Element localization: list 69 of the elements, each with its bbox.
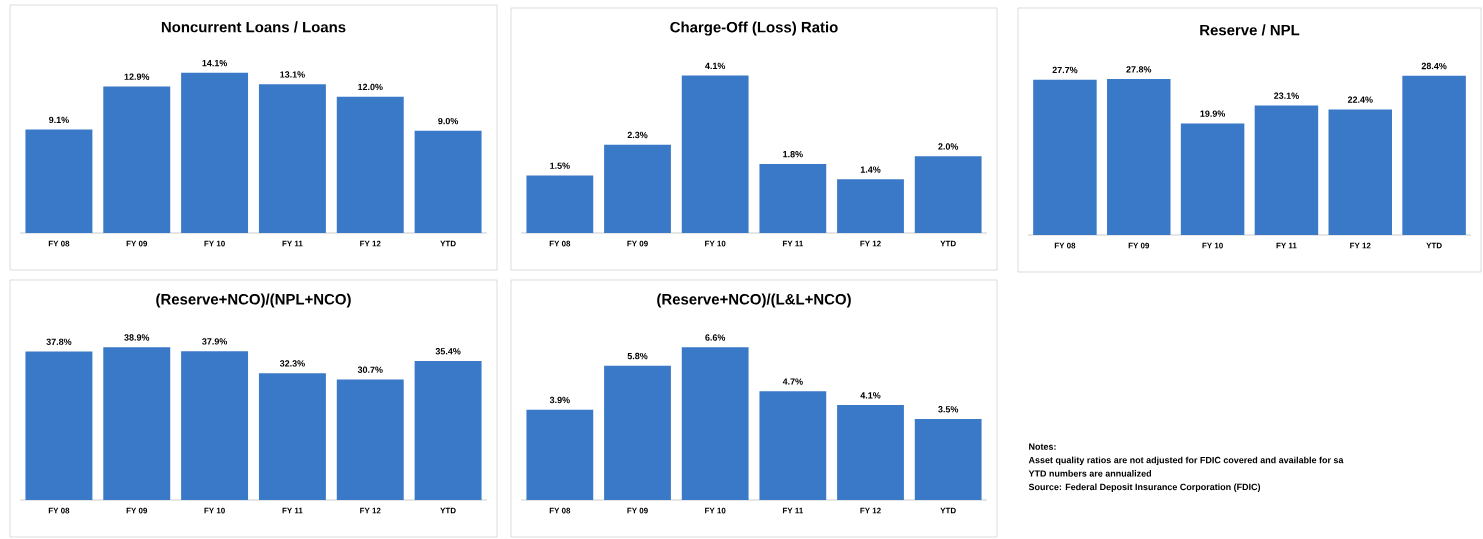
data-label: 4.1% xyxy=(705,62,726,70)
bar xyxy=(336,379,404,500)
text: Notes: xyxy=(1029,443,1056,450)
data-label: 4.1% xyxy=(860,392,881,399)
chart-title: Reserve / NPL xyxy=(1200,24,1300,36)
data-label: 27.7% xyxy=(1052,66,1078,74)
bar xyxy=(181,351,249,500)
chart-title: (Reserve+NCO)/(L&L+NCO) xyxy=(657,293,851,308)
data-label: 3.5% xyxy=(938,406,959,413)
data-label: 22.4% xyxy=(1347,96,1373,103)
chart-title: Noncurrent Loans / Loans xyxy=(161,21,346,33)
data-label: 1.4% xyxy=(860,166,881,173)
data-label: 12.9% xyxy=(124,73,150,80)
data-label: 35.4% xyxy=(435,348,461,355)
data-label: 13.1% xyxy=(280,71,305,78)
data-label: 19.9% xyxy=(1200,110,1226,117)
bar xyxy=(526,409,594,500)
bar xyxy=(414,130,482,233)
data-label: 37.8% xyxy=(46,338,72,346)
bar xyxy=(181,72,249,233)
data-label: 2.3% xyxy=(627,131,648,139)
data-label: 30.7% xyxy=(357,366,383,373)
bar xyxy=(837,405,904,500)
data-label: 1.8% xyxy=(783,151,803,158)
bar xyxy=(837,179,904,233)
bar xyxy=(526,175,594,233)
bar xyxy=(258,84,326,233)
bar xyxy=(914,156,982,233)
data-label: 2.0% xyxy=(938,143,959,150)
text: YTD numbers are annualized xyxy=(1028,470,1152,477)
data-label: 38.9% xyxy=(124,334,150,341)
data-label: 9.1% xyxy=(49,116,69,124)
bar xyxy=(103,347,171,500)
chart-title: (Reserve+NCO)/(NPL+NCO) xyxy=(156,293,351,308)
bar xyxy=(414,360,482,500)
bar xyxy=(258,373,326,500)
bar xyxy=(1254,105,1319,235)
data-label: 4.7% xyxy=(782,378,803,385)
bar xyxy=(759,163,827,233)
bar xyxy=(604,144,671,233)
bar xyxy=(914,418,982,500)
text: Asset quality ratios are not adjusted for FDIC covered and available for sa xyxy=(1028,456,1344,465)
data-label: 28.4% xyxy=(1421,62,1447,70)
data-label: 1.5% xyxy=(550,162,570,169)
data-label: 37.9% xyxy=(202,338,228,345)
data-label: 27.8% xyxy=(1126,66,1152,73)
bar xyxy=(1107,79,1171,235)
source-note: Source: Federal Deposit Insurance Corporation (FDIC) xyxy=(1028,483,1261,492)
data-label: 9.0% xyxy=(438,117,459,125)
data-label: 14.1% xyxy=(202,59,228,67)
bar xyxy=(25,129,93,233)
bar xyxy=(681,75,749,233)
bar xyxy=(103,86,171,233)
bar xyxy=(604,365,671,500)
data-label: 6.6% xyxy=(705,334,726,341)
data-label: 23.1% xyxy=(1274,92,1299,99)
bar xyxy=(1033,79,1097,235)
data-label: 3.9% xyxy=(549,396,570,404)
bar xyxy=(1328,109,1393,235)
bar xyxy=(1402,75,1466,235)
data-label: 12.0% xyxy=(358,83,383,91)
bar xyxy=(336,96,404,233)
data-label: 32.3% xyxy=(279,360,305,367)
bar xyxy=(681,347,749,500)
bar xyxy=(759,391,827,500)
bar xyxy=(1180,123,1245,235)
bar xyxy=(25,351,93,500)
data-label: 5.8% xyxy=(627,352,648,360)
chart-title: Charge-Off (Loss) Ratio xyxy=(670,21,838,36)
